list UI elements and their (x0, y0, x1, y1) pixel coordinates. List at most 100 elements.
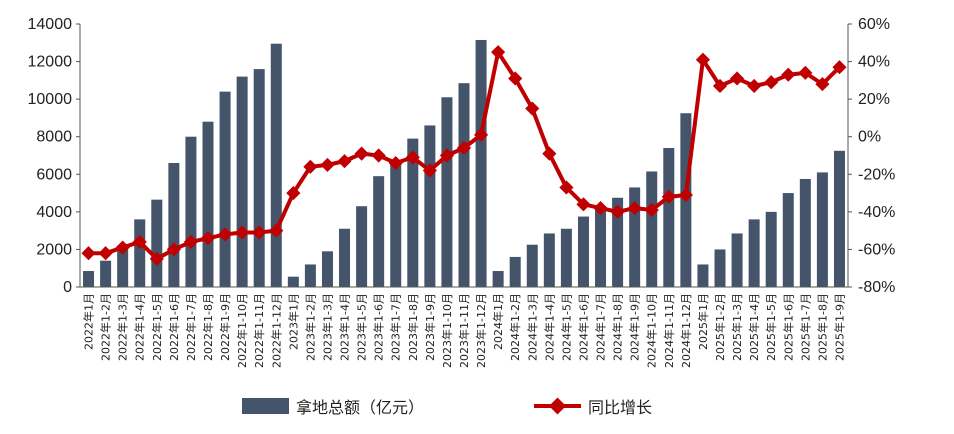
x-tick-label: 2022年1-2月 (99, 293, 113, 361)
x-tick-label: 2025年1-5月 (764, 293, 778, 361)
yoy-point (320, 157, 335, 172)
bar (100, 260, 112, 287)
x-tick-label: 2023年1-10月 (440, 293, 454, 368)
x-tick-label: 2025年1-8月 (815, 293, 829, 361)
bar (219, 91, 231, 287)
x-tick-label: 2023年1-6月 (372, 293, 386, 361)
x-tick-label: 2025年1月 (696, 293, 710, 350)
y-right-tick-label: -40% (858, 204, 895, 221)
x-tick-label: 2022年1-12月 (269, 293, 283, 368)
yoy-point (559, 180, 574, 195)
yoy-point (764, 75, 779, 90)
bar (543, 233, 555, 287)
yoy-point (439, 148, 455, 163)
bar-series (83, 39, 845, 287)
y-right-tick-label: 40% (858, 54, 890, 71)
yoy-point (405, 150, 420, 165)
x-tick-label: 2023年1-5月 (355, 293, 369, 361)
yoy-point (422, 163, 437, 178)
yoy-point (371, 148, 386, 163)
bar (731, 233, 743, 287)
x-tick-label: 2023年1-4月 (338, 293, 352, 361)
x-tick-label: 2024年1-7月 (594, 293, 608, 361)
bar (799, 178, 811, 287)
bar (356, 206, 368, 287)
yoy-point (217, 227, 233, 242)
bar (441, 97, 453, 287)
x-tick-label: 2024年1-6月 (576, 293, 590, 361)
yoy-point (644, 202, 659, 218)
yoy-point (832, 60, 847, 75)
y-right-tick-label: 60% (858, 16, 890, 33)
bar (765, 211, 777, 287)
bar (560, 228, 572, 287)
x-tick-label: 2025年1-2月 (713, 293, 727, 361)
yoy-point (678, 187, 693, 203)
bar (612, 197, 624, 287)
bar (833, 150, 845, 287)
bar (526, 244, 538, 287)
bar (697, 264, 709, 287)
x-tick-label: 2023年1-12月 (474, 293, 488, 368)
bar (475, 39, 487, 287)
y-left-tick-label: 12000 (28, 54, 73, 71)
bar (816, 172, 828, 287)
x-tick-label: 2024年1-10月 (645, 293, 659, 368)
bar (270, 43, 282, 287)
line-series (81, 45, 847, 266)
y-left-tick-label: 6000 (36, 166, 72, 183)
x-tick-label: 2024年1-11月 (662, 293, 676, 368)
x-tick-label: 2023年1-11月 (457, 293, 471, 368)
y-left-tick-label: 8000 (36, 129, 72, 146)
x-tick-label: 2023年1-3月 (320, 293, 334, 361)
x-tick-label: 2024年1-12月 (679, 293, 693, 368)
bar (509, 256, 521, 287)
x-tick-label: 2022年1-8月 (201, 293, 215, 361)
bar (782, 193, 794, 287)
yoy-point (695, 52, 711, 67)
yoy-point (98, 246, 113, 261)
yoy-point (747, 78, 762, 94)
bar (287, 276, 299, 287)
x-tick-label: 2023年1月 (286, 293, 300, 350)
yoy-point (183, 234, 199, 249)
bar (595, 206, 607, 287)
yoy-point (456, 140, 472, 156)
yoy-point (337, 154, 352, 169)
legend: 拿地总额（亿元） 同比增长 (242, 397, 652, 417)
x-tick-label: 2022年1-6月 (167, 293, 181, 361)
y-right-tick-label: -80% (858, 279, 895, 296)
x-tick-label: 2022年1-4月 (133, 293, 147, 361)
yoy-point (473, 127, 489, 142)
yoy-point (200, 231, 216, 246)
legend-line-marker (549, 397, 566, 415)
bar (304, 264, 316, 287)
x-tick-label: 2025年1-4月 (747, 293, 761, 361)
yoy-point (252, 225, 267, 240)
yoy-point (235, 225, 250, 240)
bar (202, 121, 214, 287)
bar (407, 138, 419, 287)
x-tick-label: 2024年1-4月 (542, 293, 556, 361)
y-right-tick-label: -60% (858, 241, 895, 258)
x-tick-label: 2023年1-2月 (303, 293, 317, 361)
y-left-tick-label: 14000 (28, 16, 73, 33)
legend-line-label: 同比增长 (588, 398, 652, 417)
yoy-point (166, 242, 181, 257)
yoy-point (576, 197, 591, 212)
x-tick-label: 2025年1-3月 (730, 293, 744, 361)
bar (390, 161, 402, 287)
yoy-point (286, 185, 301, 201)
yoy-point (149, 251, 164, 266)
bar (253, 69, 265, 287)
yoy-point (132, 234, 147, 249)
axes: 0 2000 4000 6000 8000 10000 12000 14000 -80% -60%… (28, 16, 896, 368)
x-tick-label: 2024年1月 (491, 293, 505, 350)
yoy-point (81, 246, 96, 261)
yoy-point (661, 189, 676, 204)
x-tick-label: 2022年1-7月 (184, 293, 198, 361)
yoy-point (542, 146, 557, 161)
bar (236, 76, 248, 287)
